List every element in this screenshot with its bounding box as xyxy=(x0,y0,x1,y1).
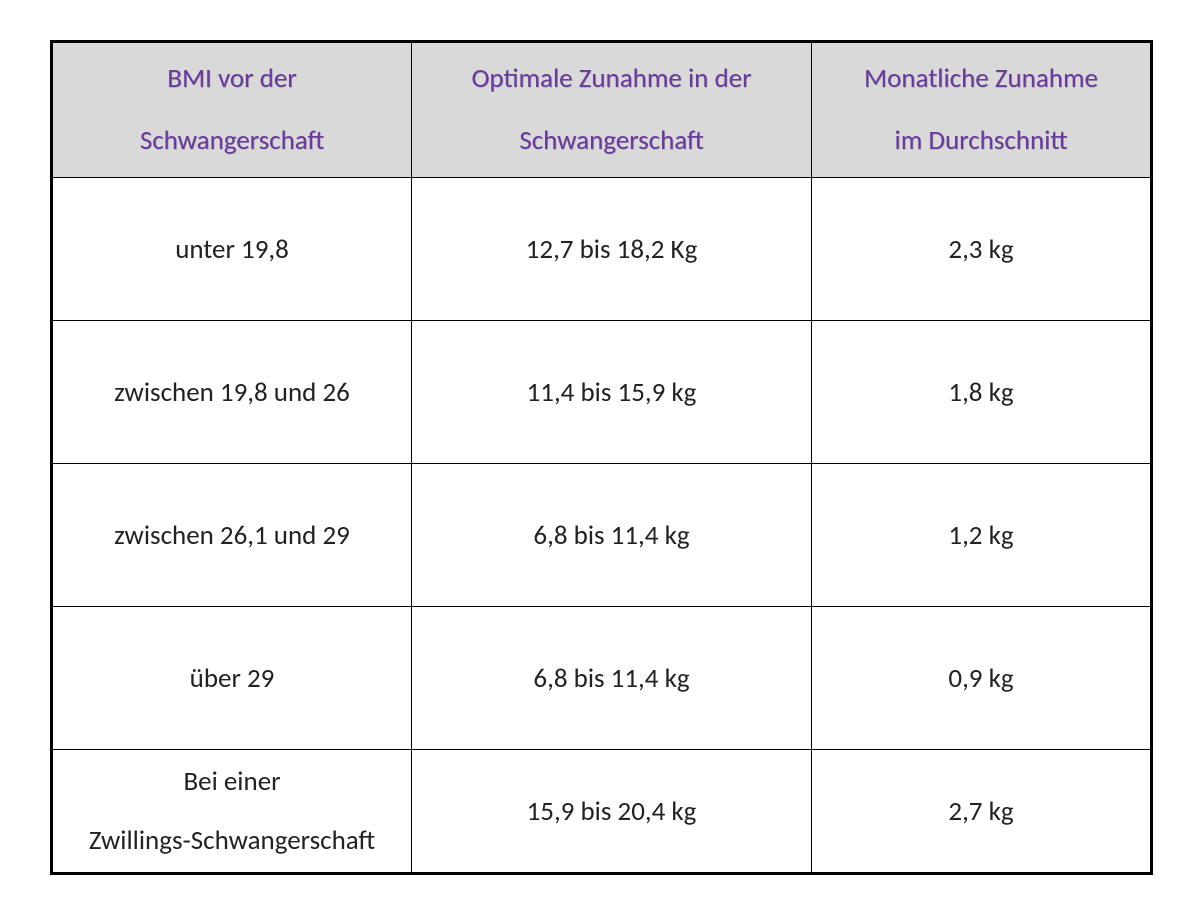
table-header-row: BMI vor derSchwangerschaft Optimale Zuna… xyxy=(52,42,1152,178)
table-row: unter 19,8 12,7 bis 18,2 Kg 2,3 kg xyxy=(52,178,1152,321)
cell-monthly: 1,8 kg xyxy=(812,321,1152,464)
table-header-cell-optimal: Optimale Zunahme in derSchwangerschaft xyxy=(412,42,812,178)
cell-optimal: 6,8 bis 11,4 kg xyxy=(412,607,812,750)
table-row: über 29 6,8 bis 11,4 kg 0,9 kg xyxy=(52,607,1152,750)
page: BMI vor derSchwangerschaft Optimale Zuna… xyxy=(0,0,1200,915)
cell-monthly: 2,7 kg xyxy=(812,750,1152,874)
table-row: zwischen 26,1 und 29 6,8 bis 11,4 kg 1,2… xyxy=(52,464,1152,607)
bmi-weight-gain-table: BMI vor derSchwangerschaft Optimale Zuna… xyxy=(50,40,1153,875)
cell-monthly: 1,2 kg xyxy=(812,464,1152,607)
cell-monthly: 2,3 kg xyxy=(812,178,1152,321)
table-row: zwischen 19,8 und 26 11,4 bis 15,9 kg 1,… xyxy=(52,321,1152,464)
cell-bmi: über 29 xyxy=(52,607,412,750)
cell-optimal: 12,7 bis 18,2 Kg xyxy=(412,178,812,321)
table-header: BMI vor derSchwangerschaft Optimale Zuna… xyxy=(52,42,1152,178)
cell-optimal: 11,4 bis 15,9 kg xyxy=(412,321,812,464)
cell-bmi: unter 19,8 xyxy=(52,178,412,321)
cell-optimal: 15,9 bis 20,4 kg xyxy=(412,750,812,874)
table-row: Bei einerZwillings-Schwangerschaft 15,9 … xyxy=(52,750,1152,874)
cell-bmi: zwischen 19,8 und 26 xyxy=(52,321,412,464)
table-body: unter 19,8 12,7 bis 18,2 Kg 2,3 kg zwisc… xyxy=(52,178,1152,874)
cell-bmi: Bei einerZwillings-Schwangerschaft xyxy=(52,750,412,874)
cell-optimal: 6,8 bis 11,4 kg xyxy=(412,464,812,607)
cell-bmi: zwischen 26,1 und 29 xyxy=(52,464,412,607)
cell-monthly: 0,9 kg xyxy=(812,607,1152,750)
table-header-cell-bmi: BMI vor derSchwangerschaft xyxy=(52,42,412,178)
table-header-cell-monthly: Monatliche Zunahmeim Durchschnitt xyxy=(812,42,1152,178)
